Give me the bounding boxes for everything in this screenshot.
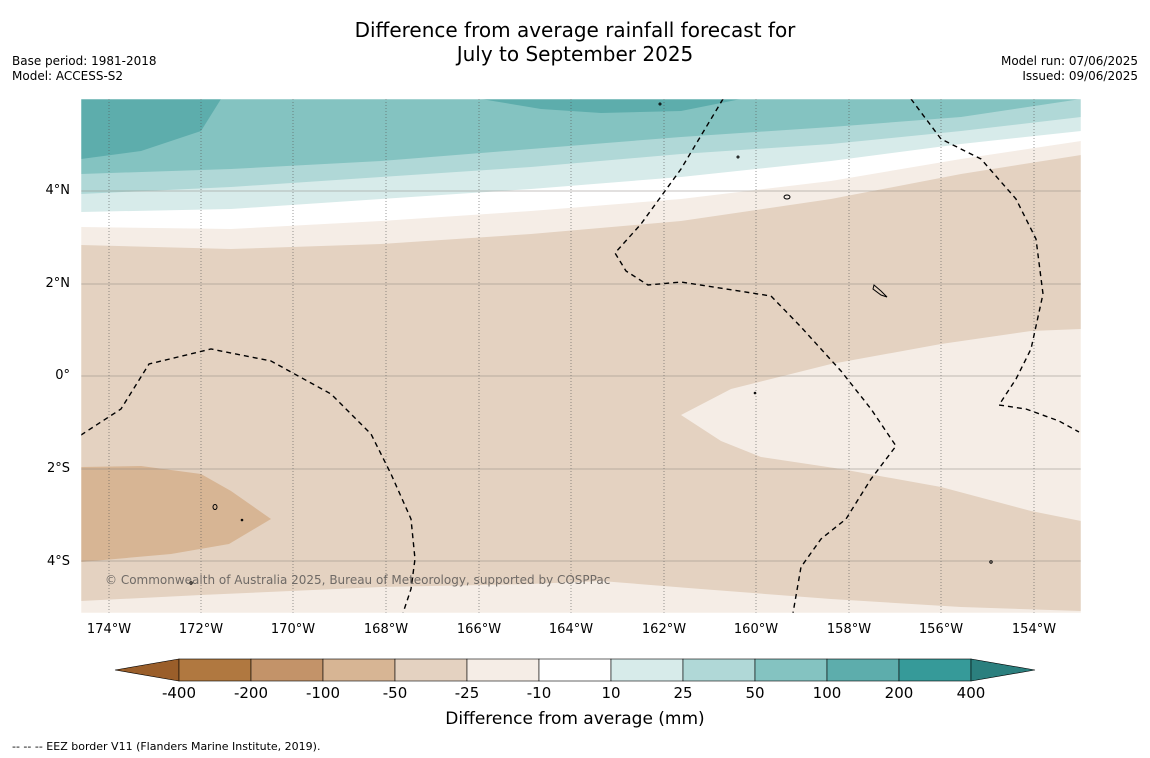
colorbar-label-11: 400: [956, 684, 986, 702]
model-run: Model run: 07/06/2025: [1000, 54, 1138, 68]
colorbar-label-10: 200: [884, 684, 914, 702]
lon-label-166w: 166°W: [456, 622, 502, 637]
colorbar-label-8: 50: [745, 684, 765, 702]
lon-label-160w: 160°W: [733, 622, 779, 637]
eez-borders: [81, 99, 1080, 613]
lon-label-162w: 162°W: [641, 622, 687, 637]
lon-label-174w: 174°W: [86, 622, 132, 637]
colorbar-segment: [826, 658, 900, 682]
band-northwest-wet: [81, 99, 221, 159]
meta-right: Model run: 07/06/2025 Issued: 09/06/2025: [1001, 54, 1138, 84]
meta-left: Base period: 1981-2018 Model: ACCESS-S2: [12, 54, 157, 84]
colorbar-extend-high: [970, 658, 1036, 682]
colorbar-segment: [754, 658, 828, 682]
colorbar-label-9: 100: [812, 684, 842, 702]
colorbar-label-7: 25: [673, 684, 693, 702]
lat-label-4n: 4°N: [45, 183, 71, 198]
band-north-teal: [81, 99, 1081, 174]
islands: [189, 102, 993, 585]
title-line-2: July to September 2025: [456, 42, 694, 66]
colorbar-label-2: -100: [305, 684, 341, 702]
colorbar: [114, 658, 1036, 682]
colorbar-extend-low: [114, 658, 180, 682]
band-east-light: [681, 329, 1081, 521]
lon-label-156w: 156°W: [918, 622, 964, 637]
lat-label-4s: 4°S: [46, 554, 70, 569]
colorbar-label-5: -10: [526, 684, 552, 702]
lon-label-164w: 164°W: [548, 622, 594, 637]
lon-label-168w: 168°W: [363, 622, 409, 637]
base-period: Base period: 1981-2018: [12, 54, 157, 68]
colorbar-label-1: -200: [233, 684, 269, 702]
band-south-light: [81, 581, 1081, 613]
rainfall-map: [81, 99, 1081, 613]
lon-label-158w: 158°W: [826, 622, 872, 637]
lon-label-172w: 172°W: [178, 622, 224, 637]
colorbar-segment: [610, 658, 684, 682]
colorbar-segment: [898, 658, 972, 682]
model-name: Model: ACCESS-S2: [12, 69, 124, 83]
title-line-1: Difference from average rainfall forecas…: [354, 18, 796, 42]
lat-label-0: 0°: [55, 368, 70, 383]
colorbar-label-6: 10: [601, 684, 621, 702]
eez-footnote: -- -- -- EEZ border V11 (Flanders Marine…: [12, 740, 321, 753]
colorbar-label-0: -400: [161, 684, 197, 702]
issued-date: Issued: 09/06/2025: [1022, 69, 1138, 83]
colorbar-label-4: -25: [454, 684, 480, 702]
colorbar-segment: [682, 658, 756, 682]
copyright-notice: © Commonwealth of Australia 2025, Bureau…: [105, 573, 611, 587]
colorbar-segment: [250, 658, 324, 682]
colorbar-segment: [466, 658, 540, 682]
band-north-wet: [481, 99, 741, 113]
map-title: Difference from average rainfall forecas…: [0, 18, 1150, 66]
colorbar-segment: [538, 658, 612, 682]
lat-label-2s: 2°S: [46, 461, 70, 476]
colorbar-label-3: -50: [382, 684, 408, 702]
parallel-lines: [81, 190, 1081, 562]
colorbar-segment: [322, 658, 396, 682]
colorbar-title: Difference from average (mm): [445, 709, 705, 729]
colorbar-segment: [178, 658, 252, 682]
lat-label-2n: 2°N: [45, 276, 71, 291]
lon-label-170w: 170°W: [270, 622, 316, 637]
band-southwest-dry: [81, 466, 271, 562]
colorbar-segment: [394, 658, 468, 682]
lon-label-154w: 154°W: [1011, 622, 1057, 637]
